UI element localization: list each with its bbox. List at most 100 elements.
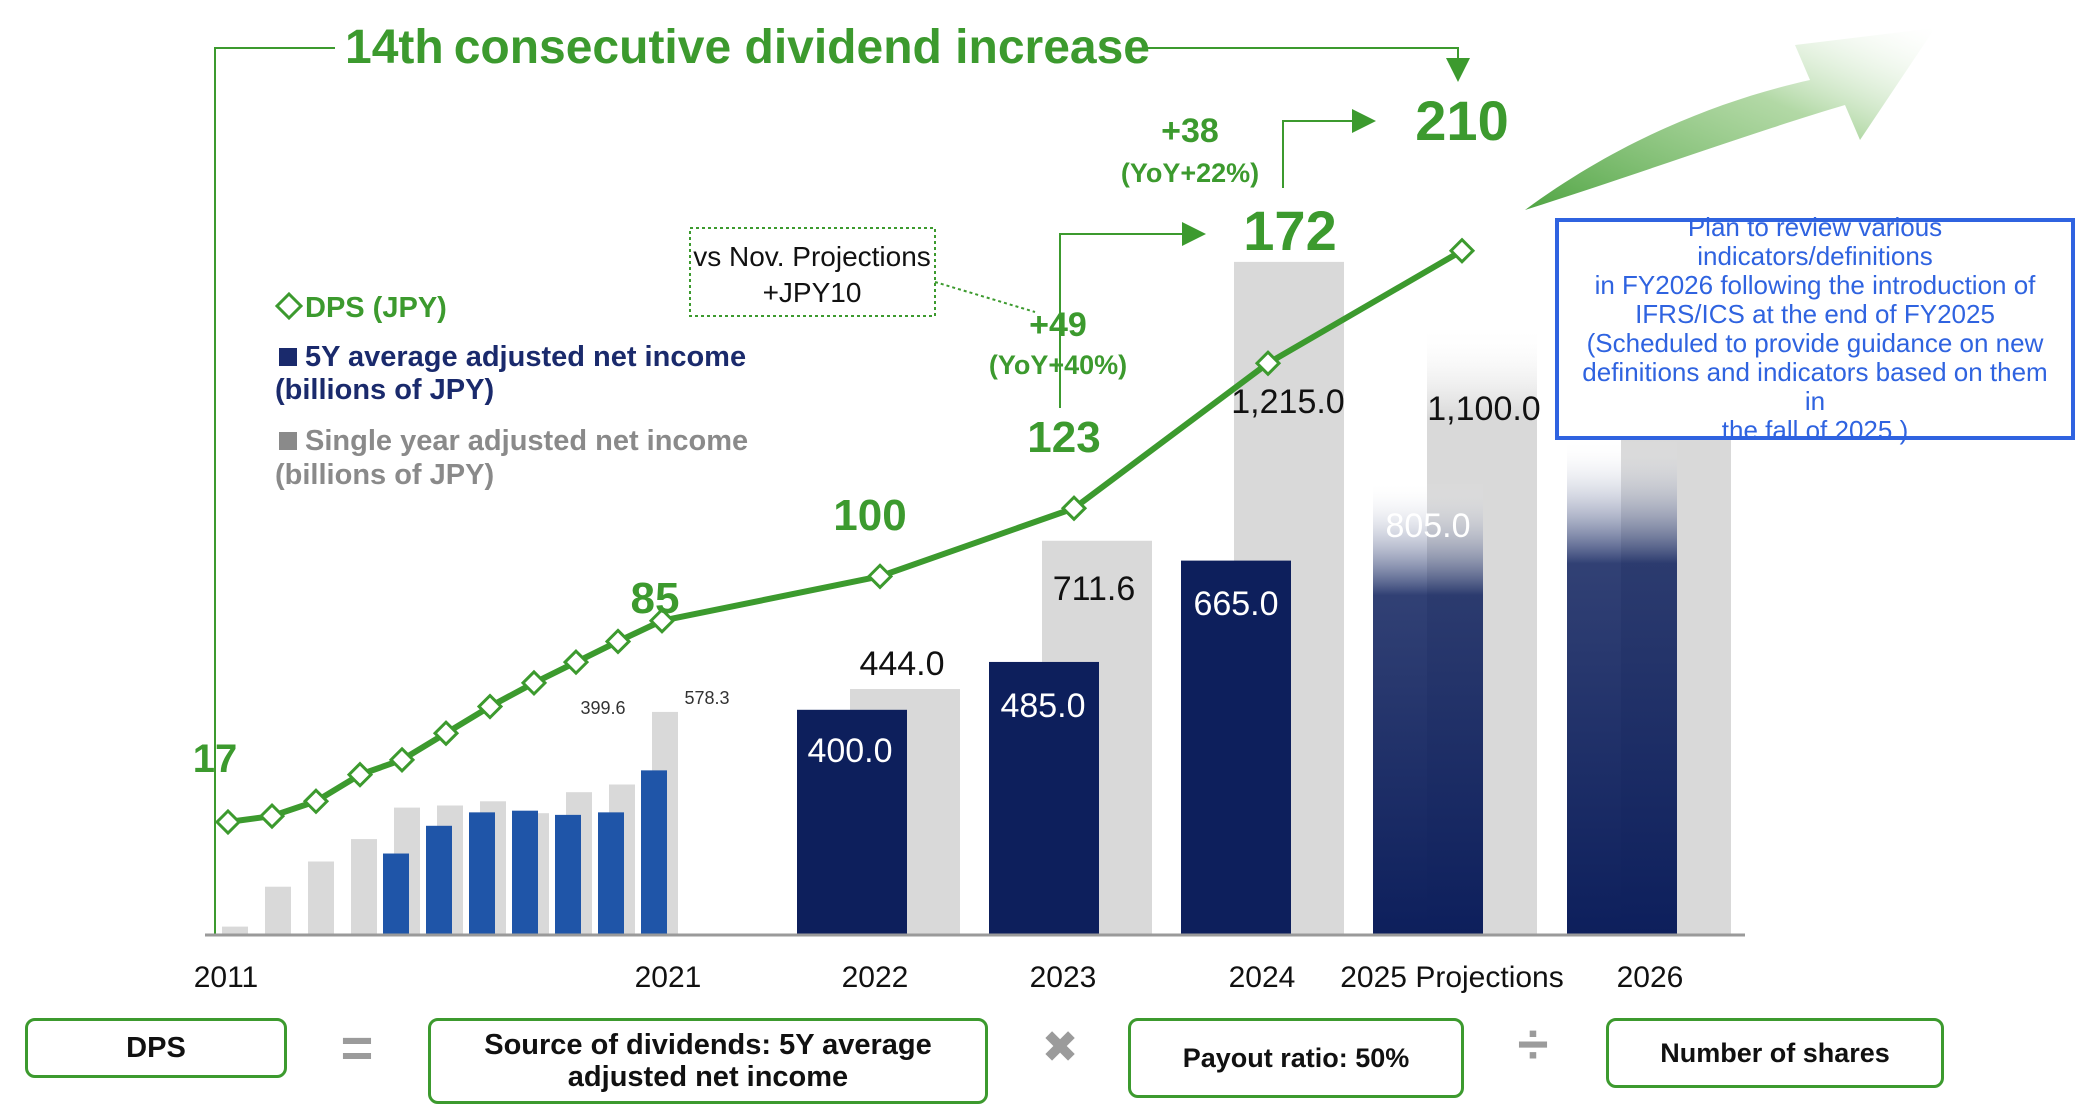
five-year-bar (598, 812, 624, 935)
formula-dps-box: DPS (25, 1018, 287, 1078)
legend-5y-label-unit: (billions of JPY) (275, 374, 494, 406)
x-axis-label: 2026 (1617, 961, 1684, 994)
formula-payout-label: Payout ratio: 50% (1182, 1042, 1410, 1073)
legend-single-icon (279, 432, 297, 450)
dps-point (520, 669, 548, 697)
single-year-value-label: 444.0 (859, 645, 944, 683)
divide-operator: ÷ (1517, 1012, 1549, 1075)
dps-point (1060, 495, 1088, 522)
x-axis-label: 2023 (1030, 961, 1097, 994)
five-year-bar (797, 709, 907, 935)
legend-dps-icon (274, 291, 304, 321)
inc-2024-yoy: (YoY+22%) (1121, 158, 1259, 188)
formula-payout-box: Payout ratio: 50% (1128, 1018, 1464, 1098)
dps-point (388, 746, 416, 773)
single-year-bar (265, 886, 291, 935)
inc-2023-delta: +49 (1029, 306, 1087, 344)
value-labels: 17 85 100 123 172 210 399.6 578.3 444.0 711.6 1,21… (193, 89, 1541, 781)
dps-point (214, 808, 242, 836)
five-year-value-label: 400.0 (807, 732, 892, 770)
five-year-value-label: 805.0 (1385, 507, 1470, 545)
dps-point (648, 607, 676, 634)
title-bracket-line-right (1145, 47, 1470, 82)
note-line-1: Plan to review various indicators/defini… (1687, 212, 1943, 271)
dps-value-label: 123 (1027, 413, 1100, 462)
x-axis-label: 2021 (635, 961, 702, 994)
five-year-bar (989, 661, 1099, 935)
five-year-bar (383, 853, 409, 935)
x-axis-labels: 2011 2021 2022 2023 2024 2025 Projections 2026 (194, 961, 1684, 994)
dps-point (866, 563, 894, 590)
formula-shares-box: Number of shares (1606, 1018, 1944, 1088)
five-year-bar (1373, 481, 1483, 935)
five-year-bar (1181, 560, 1291, 935)
note-line-5: definitions and indicators based on them… (1582, 357, 2048, 416)
five-year-bar (641, 770, 667, 935)
dps-point (1448, 237, 1476, 264)
note-line-4: (Scheduled to provide guidance on new (1586, 328, 2044, 358)
five-year-bar (555, 814, 581, 935)
x-axis-label: 2024 (1229, 961, 1296, 994)
dps-value-label: 17 (193, 737, 238, 781)
five-year-bar (469, 812, 495, 935)
inc-2023-arrow (1059, 222, 1206, 408)
dps-value-label: 85 (631, 574, 680, 623)
dps-line-series (214, 237, 1476, 836)
vs-nov-text-1: vs Nov. Projections (693, 241, 931, 272)
dps-value-label: 172 (1243, 199, 1336, 262)
growth-arrow (1525, 28, 1935, 210)
equals-operator: = (340, 1016, 374, 1079)
x-axis-label: 2025 Projections (1340, 961, 1563, 994)
single-year-bar (351, 839, 377, 935)
chart-title: 14th consecutive dividend increase (345, 21, 1150, 74)
five-year-bar (1567, 439, 1677, 935)
times-operator: ✖ (1041, 1023, 1079, 1072)
five-year-bar (512, 810, 538, 935)
single-year-bar (222, 926, 248, 935)
legend-dps-label: DPS (JPY) (305, 292, 447, 324)
formula-dps-label: DPS (126, 1031, 186, 1064)
five-year-value-label: 665.0 (1193, 585, 1278, 623)
formula-source-label: Source of dividends: 5Y average adjusted… (484, 1029, 932, 1093)
dps-value-label: 100 (833, 491, 906, 540)
inc-2024-arrow (1282, 109, 1376, 188)
dps-point (302, 788, 330, 815)
dps-point (1254, 350, 1282, 377)
vs-nov-box (689, 227, 936, 317)
single-year-bar (308, 861, 334, 935)
dps-point (476, 693, 504, 720)
note-line-3: IFRS/ICS at the end of FY2025 (1635, 299, 1995, 329)
single-year-value-label: 399.6 (580, 698, 625, 718)
five-year-bars (383, 439, 1677, 935)
legend-5y-icon (279, 348, 297, 366)
formula-source-box: Source of dividends: 5Y average adjusted… (428, 1018, 988, 1104)
legend-single-label-unit: (billions of JPY) (275, 459, 494, 491)
note-line-2: in FY2026 following the introduction of (1594, 270, 2036, 300)
single-year-value-label: 711.6 (1053, 570, 1136, 608)
dps-point (604, 628, 632, 655)
five-year-value-label: 485.0 (1000, 687, 1085, 725)
dps-point (346, 761, 374, 788)
five-year-bar (426, 825, 452, 935)
note-line-6: the fall of 2025.) (1721, 415, 1909, 445)
dps-point (258, 802, 286, 830)
single-year-value-label: 1,100.0 (1427, 390, 1540, 428)
inc-2024-delta: +38 (1161, 112, 1219, 150)
title-bracket-line (214, 47, 335, 935)
inc-2023-yoy: (YoY+40%) (989, 350, 1127, 380)
dps-point (562, 649, 590, 676)
formula-shares-label: Number of shares (1660, 1037, 1890, 1068)
legend-5y-label: 5Y average adjusted net income (305, 341, 746, 373)
dps-point (432, 720, 460, 747)
dps-value-label: 210 (1415, 89, 1508, 152)
legend: DPS (JPY) 5Y average adjusted net income… (274, 291, 748, 491)
legend-single-label: Single year adjusted net income (305, 425, 748, 457)
ifrs-note-box: Plan to review various indicators/defini… (1555, 213, 2075, 445)
vs-nov-leader (934, 281, 1036, 313)
vs-nov-text-2: +JPY10 (763, 277, 862, 308)
x-axis-label: 2022 (842, 961, 909, 994)
single-year-value-label: 578.3 (684, 688, 729, 708)
x-axis-label: 2011 (194, 961, 259, 994)
single-year-value-label: 1,215.0 (1231, 383, 1344, 421)
